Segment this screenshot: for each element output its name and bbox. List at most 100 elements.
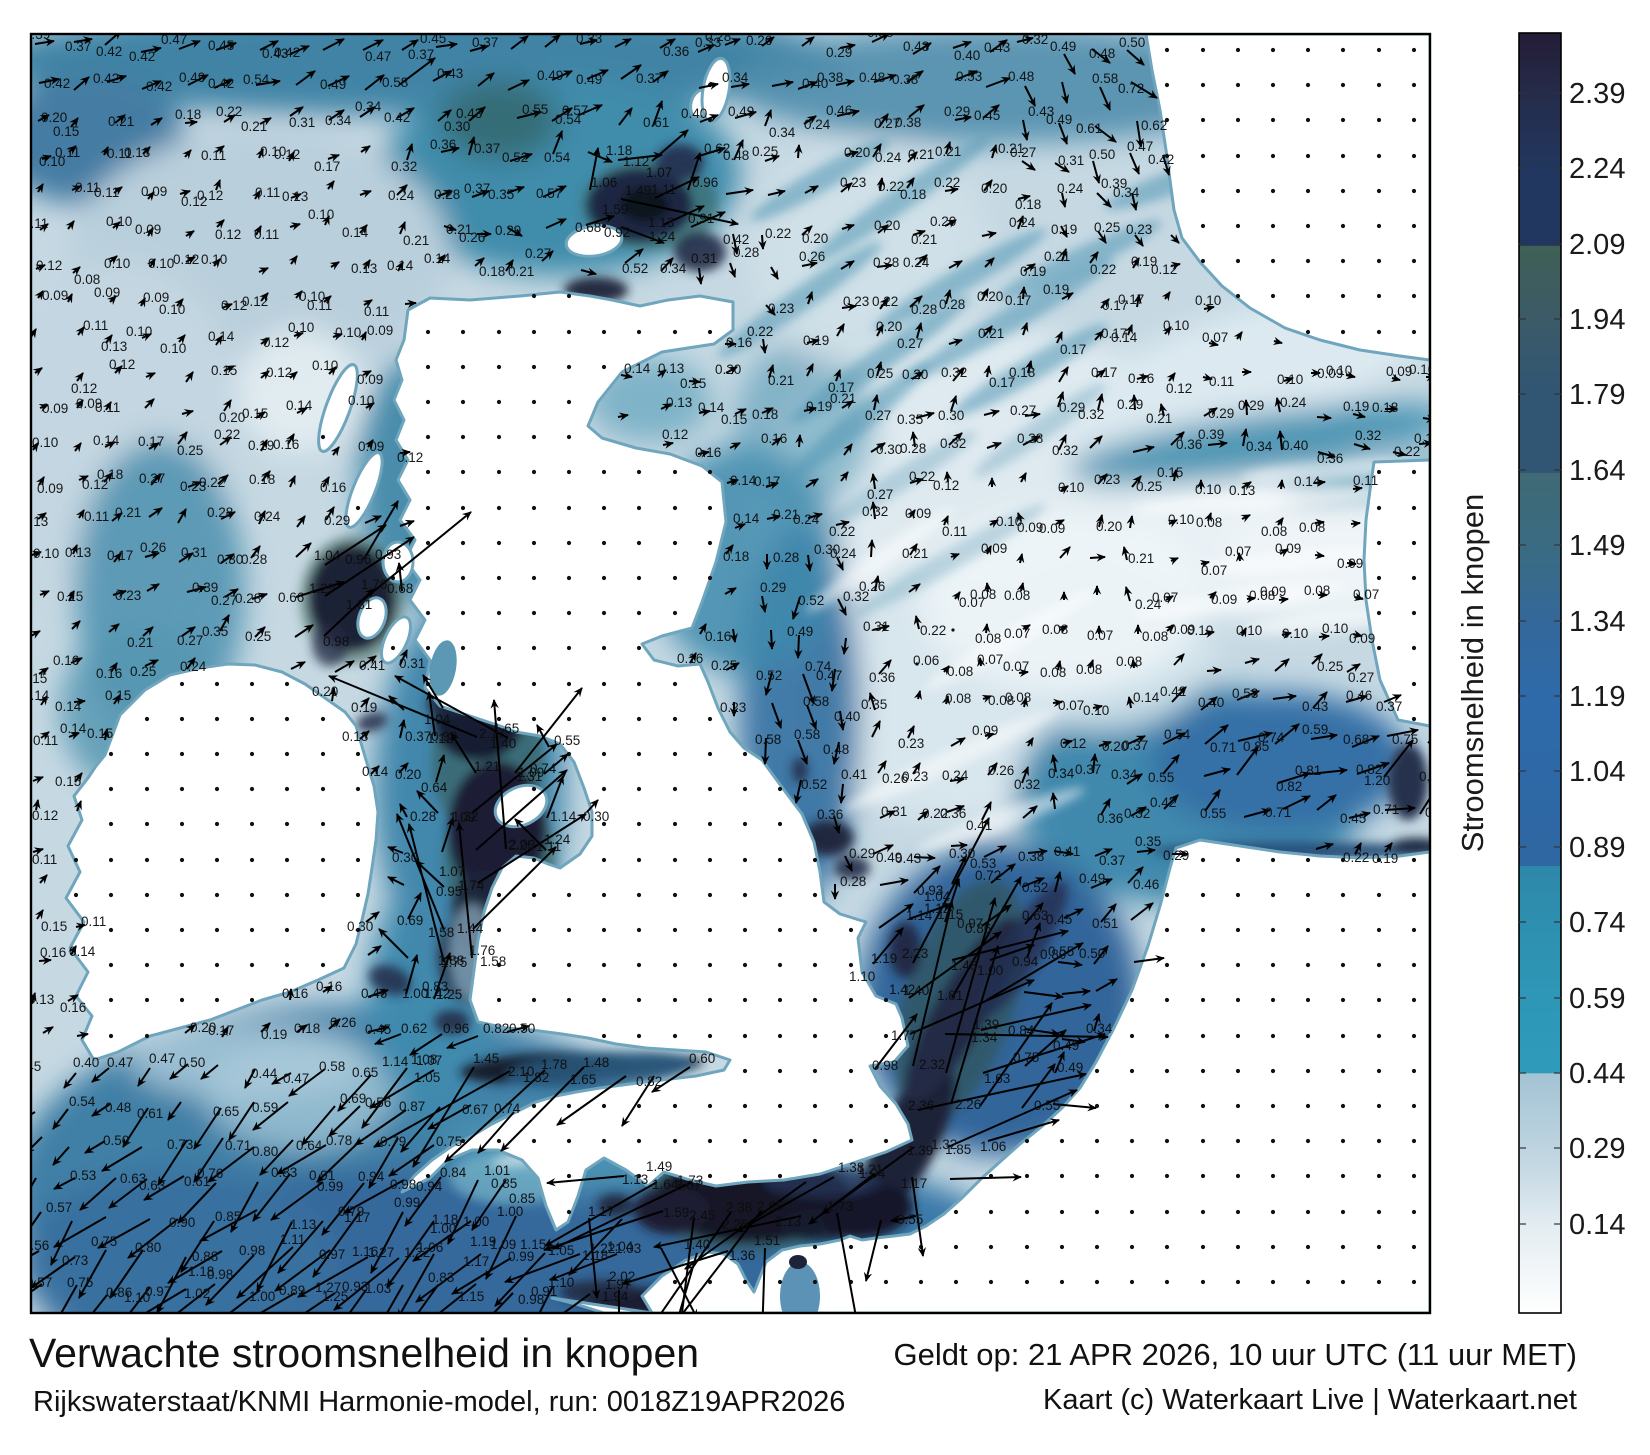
svg-text:0.58: 0.58 xyxy=(319,1059,345,1074)
svg-text:0.16: 0.16 xyxy=(273,437,299,452)
svg-text:0.18: 0.18 xyxy=(1372,400,1398,415)
svg-text:0.65: 0.65 xyxy=(213,1104,239,1119)
svg-text:0.19: 0.19 xyxy=(1414,431,1440,446)
svg-text:0.21: 0.21 xyxy=(1044,249,1070,264)
svg-text:0.30: 0.30 xyxy=(392,850,418,865)
svg-text:2.36: 2.36 xyxy=(908,1098,934,1113)
svg-text:0.14: 0.14 xyxy=(424,251,451,266)
svg-text:0.68: 0.68 xyxy=(1343,732,1369,747)
svg-text:2.26: 2.26 xyxy=(955,1097,981,1112)
svg-text:0.77: 0.77 xyxy=(1425,805,1451,820)
svg-text:0.27: 0.27 xyxy=(177,633,203,648)
svg-text:0.53: 0.53 xyxy=(970,856,996,871)
svg-text:0.21: 0.21 xyxy=(127,635,153,650)
svg-text:1.65: 1.65 xyxy=(493,721,519,736)
svg-text:0.54: 0.54 xyxy=(544,150,571,165)
svg-text:0.16: 0.16 xyxy=(726,335,752,350)
svg-text:0.20: 0.20 xyxy=(844,145,870,160)
svg-text:0.34: 0.34 xyxy=(1111,767,1138,782)
svg-text:0.75: 0.75 xyxy=(1392,732,1418,747)
svg-text:0.63: 0.63 xyxy=(120,1171,146,1186)
svg-text:0.94: 0.94 xyxy=(358,1169,385,1184)
svg-text:0.27: 0.27 xyxy=(1010,145,1036,160)
svg-text:0.42: 0.42 xyxy=(384,110,410,125)
svg-text:0.20: 0.20 xyxy=(190,1020,216,1035)
svg-text:0.52: 0.52 xyxy=(502,150,528,165)
svg-text:0.10: 0.10 xyxy=(996,514,1022,529)
svg-text:0.36: 0.36 xyxy=(1097,811,1123,826)
svg-text:0.79: 0.79 xyxy=(338,1204,364,1219)
svg-text:0.11: 0.11 xyxy=(255,185,280,200)
svg-text:0.11: 0.11 xyxy=(307,298,332,313)
svg-text:0.75: 0.75 xyxy=(1013,1050,1039,1065)
svg-text:0.18: 0.18 xyxy=(294,1021,320,1036)
svg-text:0.20: 0.20 xyxy=(876,319,902,334)
svg-text:0.20: 0.20 xyxy=(41,110,67,125)
svg-text:1.20: 1.20 xyxy=(1364,773,1390,788)
svg-text:1.09: 1.09 xyxy=(518,765,544,780)
svg-text:0.85: 0.85 xyxy=(509,1191,535,1206)
svg-text:0.22: 0.22 xyxy=(216,104,242,119)
svg-text:0.71: 0.71 xyxy=(1373,802,1399,817)
svg-text:0.26: 0.26 xyxy=(799,249,825,264)
svg-text:1.04: 1.04 xyxy=(314,548,341,563)
svg-text:0.95: 0.95 xyxy=(436,884,462,899)
svg-text:0.36: 0.36 xyxy=(817,807,843,822)
svg-text:0.61: 0.61 xyxy=(137,1106,163,1121)
svg-text:0.32: 0.32 xyxy=(1078,407,1104,422)
svg-text:0.37: 0.37 xyxy=(636,71,662,86)
svg-text:0.40: 0.40 xyxy=(954,48,980,63)
svg-text:0.10: 0.10 xyxy=(104,256,130,271)
svg-text:0.49: 0.49 xyxy=(576,72,602,87)
svg-text:0.28: 0.28 xyxy=(434,187,460,202)
svg-text:0.24: 0.24 xyxy=(804,117,831,132)
svg-text:0.11: 0.11 xyxy=(75,180,100,195)
svg-text:0.37: 0.37 xyxy=(1376,699,1402,714)
svg-text:2.23: 2.23 xyxy=(902,946,928,961)
svg-text:0.19: 0.19 xyxy=(1343,399,1369,414)
svg-text:0.32: 0.32 xyxy=(1355,428,1381,443)
svg-text:0.19: 0.19 xyxy=(261,1027,287,1042)
svg-text:0.23: 0.23 xyxy=(1126,222,1152,237)
svg-text:1.40: 1.40 xyxy=(490,736,516,751)
svg-text:0.98: 0.98 xyxy=(872,1058,898,1073)
svg-text:1.11: 1.11 xyxy=(280,1232,305,1247)
svg-text:0.12: 0.12 xyxy=(263,335,289,350)
svg-text:0.69: 0.69 xyxy=(340,1091,366,1106)
svg-text:0.43: 0.43 xyxy=(984,40,1010,55)
svg-text:0.17: 0.17 xyxy=(1102,298,1128,313)
svg-text:0.47: 0.47 xyxy=(149,1051,175,1066)
svg-text:1.00: 1.00 xyxy=(430,1221,456,1236)
svg-text:0.90: 0.90 xyxy=(169,1215,195,1230)
svg-text:0.23: 0.23 xyxy=(180,479,206,494)
svg-text:0.08: 0.08 xyxy=(1040,665,1066,680)
svg-text:0.25: 0.25 xyxy=(1136,479,1162,494)
svg-text:1.14: 1.14 xyxy=(906,908,933,923)
svg-text:0.80: 0.80 xyxy=(252,1144,278,1159)
svg-text:0.42: 0.42 xyxy=(274,45,300,60)
svg-text:0.07: 0.07 xyxy=(959,595,985,610)
svg-text:0.08: 0.08 xyxy=(1249,588,1275,603)
svg-text:0.96: 0.96 xyxy=(692,175,718,190)
svg-text:0.98: 0.98 xyxy=(207,1267,233,1282)
svg-text:0.16: 0.16 xyxy=(96,666,122,681)
svg-text:0.12: 0.12 xyxy=(173,252,199,267)
svg-text:0.53: 0.53 xyxy=(956,69,982,84)
svg-text:0.09: 0.09 xyxy=(141,184,167,199)
svg-text:0.31: 0.31 xyxy=(863,619,889,634)
svg-text:0.34: 0.34 xyxy=(769,125,796,140)
svg-text:1.79: 1.79 xyxy=(1569,379,1625,411)
svg-text:0.14: 0.14 xyxy=(23,688,50,703)
svg-text:0.99: 0.99 xyxy=(431,729,457,744)
svg-text:0.74: 0.74 xyxy=(494,1101,521,1116)
svg-text:0.18: 0.18 xyxy=(249,472,275,487)
svg-text:0.25: 0.25 xyxy=(1094,220,1120,235)
svg-text:0.13: 0.13 xyxy=(28,992,54,1007)
svg-text:0.98: 0.98 xyxy=(518,1292,544,1307)
svg-text:0.52: 0.52 xyxy=(622,261,648,276)
svg-text:0.08: 0.08 xyxy=(1142,629,1168,644)
svg-text:0.93: 0.93 xyxy=(342,1279,368,1294)
svg-text:0.24: 0.24 xyxy=(1135,597,1162,612)
svg-text:0.17: 0.17 xyxy=(828,380,854,395)
svg-text:0.74: 0.74 xyxy=(1258,730,1285,745)
